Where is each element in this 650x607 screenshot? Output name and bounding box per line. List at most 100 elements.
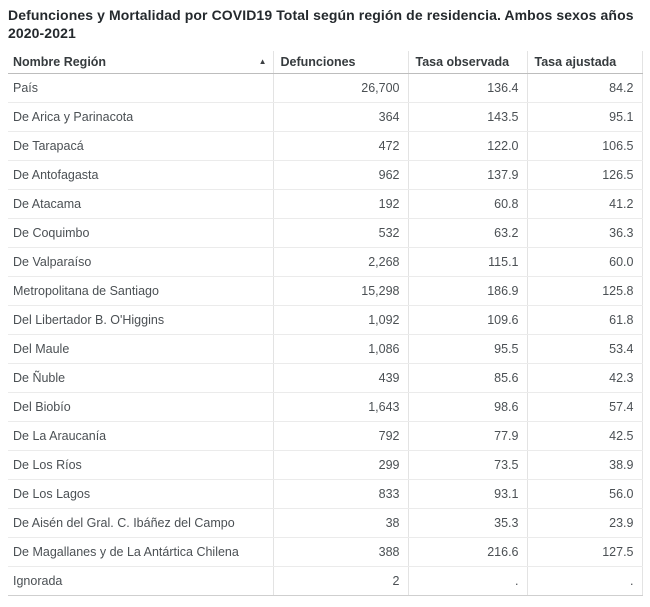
- tasa-observada-cell: 109.6: [408, 305, 528, 335]
- table-row: Del Maule 1,086 95.5 53.4: [8, 334, 643, 364]
- region-cell: De Coquimbo: [8, 218, 274, 248]
- table-row: De Valparaíso 2,268 115.1 60.0: [8, 247, 643, 277]
- region-cell: País: [8, 73, 274, 103]
- region-cell: Del Biobío: [8, 392, 274, 422]
- tasa-observada-cell: 122.0: [408, 131, 528, 161]
- table-row: De Los Ríos 299 73.5 38.9: [8, 450, 643, 480]
- tasa-ajustada-cell: 106.5: [527, 131, 643, 161]
- table-row: Del Biobío 1,643 98.6 57.4: [8, 392, 643, 422]
- defunciones-cell: 962: [273, 160, 409, 190]
- region-cell: De Los Lagos: [8, 479, 274, 509]
- table-row: Del Libertador B. O'Higgins 1,092 109.6 …: [8, 305, 643, 335]
- defunciones-cell: 15,298: [273, 276, 409, 306]
- tasa-ajustada-cell: 42.5: [527, 421, 643, 451]
- region-cell: De Antofagasta: [8, 160, 274, 190]
- column-header-label: Defunciones: [280, 54, 356, 69]
- tasa-observada-cell: 216.6: [408, 537, 528, 567]
- tasa-observada-cell: 63.2: [408, 218, 528, 248]
- defunciones-cell: 1,092: [273, 305, 409, 335]
- column-header-tasa-observada[interactable]: Tasa observada: [408, 51, 528, 74]
- tasa-observada-cell: 186.9: [408, 276, 528, 306]
- region-cell: De Valparaíso: [8, 247, 274, 277]
- defunciones-cell: 364: [273, 102, 409, 132]
- tasa-observada-cell: 73.5: [408, 450, 528, 480]
- table-row: De Antofagasta 962 137.9 126.5: [8, 160, 643, 190]
- region-cell: Ignorada: [8, 566, 274, 596]
- tasa-ajustada-cell: 36.3: [527, 218, 643, 248]
- table-row: De Los Lagos 833 93.1 56.0: [8, 479, 643, 509]
- region-cell: Del Maule: [8, 334, 274, 364]
- column-header-label: Tasa observada: [415, 54, 510, 69]
- table-row: Ignorada 2 . .: [8, 566, 643, 596]
- defunciones-cell: 388: [273, 537, 409, 567]
- table-row: País 26,700 136.4 84.2: [8, 73, 643, 103]
- tasa-observada-cell: .: [408, 566, 528, 596]
- tasa-ajustada-cell: 23.9: [527, 508, 643, 538]
- tasa-observada-cell: 95.5: [408, 334, 528, 364]
- sort-ascending-icon[interactable]: ▲: [258, 56, 267, 66]
- tasa-ajustada-cell: 38.9: [527, 450, 643, 480]
- region-cell: De Aisén del Gral. C. Ibáñez del Campo: [8, 508, 274, 538]
- column-header-label: Nombre Región: [13, 54, 107, 69]
- mortality-table: Nombre Región ▲ Defunciones Tasa observa…: [8, 51, 643, 596]
- tasa-ajustada-cell: 42.3: [527, 363, 643, 393]
- tasa-observada-cell: 93.1: [408, 479, 528, 509]
- table-row: Metropolitana de Santiago 15,298 186.9 1…: [8, 276, 643, 306]
- region-cell: Del Libertador B. O'Higgins: [8, 305, 274, 335]
- table-row: De La Araucanía 792 77.9 42.5: [8, 421, 643, 451]
- region-cell: Metropolitana de Santiago: [8, 276, 274, 306]
- region-cell: De Atacama: [8, 189, 274, 219]
- region-cell: De Los Ríos: [8, 450, 274, 480]
- tasa-observada-cell: 136.4: [408, 73, 528, 103]
- table-row: De Magallanes y de La Antártica Chilena …: [8, 537, 643, 567]
- tasa-observada-cell: 60.8: [408, 189, 528, 219]
- tasa-ajustada-cell: .: [527, 566, 643, 596]
- tasa-ajustada-cell: 61.8: [527, 305, 643, 335]
- tasa-ajustada-cell: 84.2: [527, 73, 643, 103]
- defunciones-cell: 1,643: [273, 392, 409, 422]
- page-title: Defunciones y Mortalidad por COVID19 Tot…: [8, 7, 634, 41]
- table-row: De Arica y Parinacota 364 143.5 95.1: [8, 102, 643, 132]
- defunciones-cell: 439: [273, 363, 409, 393]
- region-cell: De Arica y Parinacota: [8, 102, 274, 132]
- defunciones-cell: 2: [273, 566, 409, 596]
- defunciones-cell: 532: [273, 218, 409, 248]
- column-header-nombre-region[interactable]: Nombre Región ▲: [8, 51, 274, 74]
- tasa-ajustada-cell: 127.5: [527, 537, 643, 567]
- table-row: De Tarapacá 472 122.0 106.5: [8, 131, 643, 161]
- table-row: De Aisén del Gral. C. Ibáñez del Campo 3…: [8, 508, 643, 538]
- tasa-observada-cell: 98.6: [408, 392, 528, 422]
- column-header-defunciones[interactable]: Defunciones: [273, 51, 409, 74]
- header-row: Nombre Región ▲ Defunciones Tasa observa…: [8, 51, 643, 74]
- tasa-ajustada-cell: 60.0: [527, 247, 643, 277]
- table-row: De Coquimbo 532 63.2 36.3: [8, 218, 643, 248]
- tasa-ajustada-cell: 95.1: [527, 102, 643, 132]
- tasa-observada-cell: 77.9: [408, 421, 528, 451]
- tasa-ajustada-cell: 125.8: [527, 276, 643, 306]
- column-header-label: Tasa ajustada: [534, 54, 617, 69]
- defunciones-cell: 192: [273, 189, 409, 219]
- tasa-ajustada-cell: 53.4: [527, 334, 643, 364]
- tasa-observada-cell: 115.1: [408, 247, 528, 277]
- tasa-observada-cell: 143.5: [408, 102, 528, 132]
- tasa-ajustada-cell: 41.2: [527, 189, 643, 219]
- defunciones-cell: 1,086: [273, 334, 409, 364]
- region-cell: De Tarapacá: [8, 131, 274, 161]
- tasa-ajustada-cell: 126.5: [527, 160, 643, 190]
- tasa-observada-cell: 137.9: [408, 160, 528, 190]
- region-cell: De La Araucanía: [8, 421, 274, 451]
- table-row: De Atacama 192 60.8 41.2: [8, 189, 643, 219]
- tasa-observada-cell: 85.6: [408, 363, 528, 393]
- defunciones-cell: 26,700: [273, 73, 409, 103]
- defunciones-cell: 2,268: [273, 247, 409, 277]
- defunciones-cell: 833: [273, 479, 409, 509]
- defunciones-cell: 792: [273, 421, 409, 451]
- defunciones-cell: 299: [273, 450, 409, 480]
- table-row: De Ñuble 439 85.6 42.3: [8, 363, 643, 393]
- tasa-ajustada-cell: 56.0: [527, 479, 643, 509]
- tasa-ajustada-cell: 57.4: [527, 392, 643, 422]
- defunciones-cell: 38: [273, 508, 409, 538]
- column-header-tasa-ajustada[interactable]: Tasa ajustada: [527, 51, 643, 74]
- table-body: País 26,700 136.4 84.2 De Arica y Parina…: [8, 73, 643, 596]
